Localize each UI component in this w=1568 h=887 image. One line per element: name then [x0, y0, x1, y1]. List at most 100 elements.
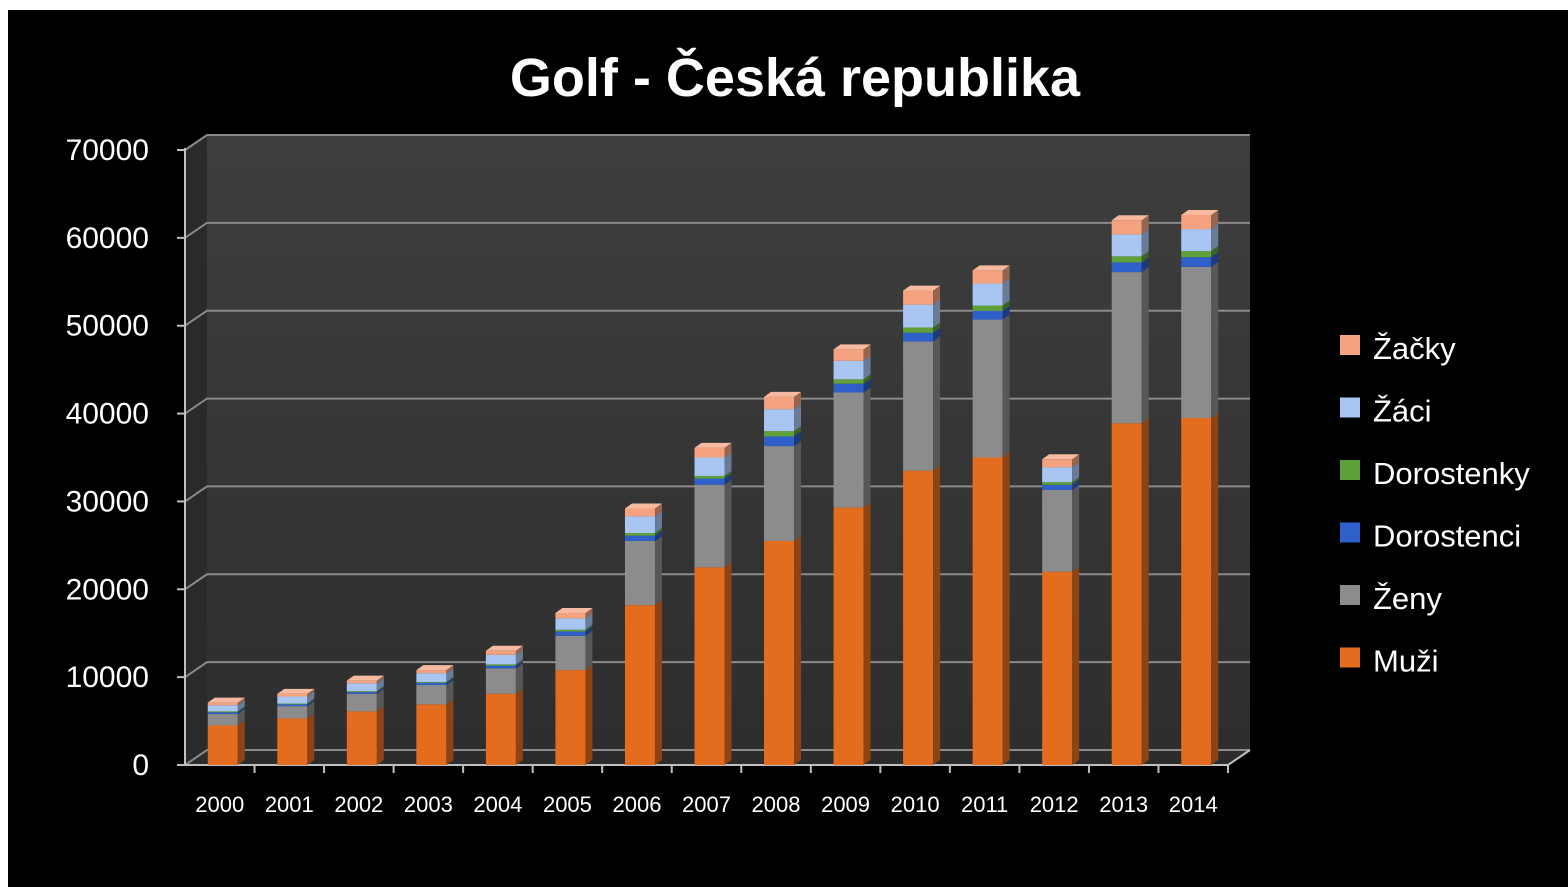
bar-segment: [903, 327, 941, 342]
bar-front: [764, 436, 795, 447]
bar-front: [346, 680, 377, 684]
bar-segment: [277, 688, 315, 697]
bar-top: [624, 503, 662, 509]
bar-side: [1072, 477, 1080, 485]
bar-side: [1141, 229, 1149, 257]
bar-segment: [1042, 485, 1080, 572]
bar-side: [724, 479, 732, 568]
bar-side: [1141, 267, 1149, 424]
bar-segment: [485, 688, 523, 765]
bar-front: [903, 327, 934, 333]
bar-side: [376, 675, 384, 684]
bar-segment: [972, 305, 1010, 320]
bar-segment: [485, 645, 523, 655]
bar-front: [694, 484, 725, 568]
bar-segment: [1111, 215, 1149, 235]
y-tick-label: 30000: [66, 485, 149, 518]
bar-segment: [1181, 246, 1219, 258]
plot-area: 0 10000 20000 30000 40000 50000 60000 70000 2000…: [66, 134, 1251, 817]
x-axis-depth-line: [1227, 749, 1251, 766]
bar-front: [346, 711, 377, 765]
bar-side: [1141, 257, 1149, 273]
bar-side: [794, 535, 802, 765]
bar-side: [515, 659, 523, 666]
bar-front: [555, 635, 586, 671]
plot-side-wall: [185, 135, 207, 765]
bar-segment: [972, 278, 1010, 306]
bar-segment: [764, 391, 802, 410]
bar-side: [307, 713, 315, 765]
bar-segment: [416, 699, 454, 765]
bar-segment: [1111, 267, 1149, 424]
bar-segment: [833, 355, 871, 380]
bar-segment: [346, 688, 384, 712]
bar-top: [207, 697, 245, 703]
bar-side: [307, 701, 315, 719]
bar-front: [624, 535, 655, 541]
bar-side: [446, 668, 454, 682]
bar-segment: [346, 706, 384, 765]
bar-front: [485, 693, 516, 765]
legend-entry: Dorostenci: [1340, 519, 1521, 554]
bar-front: [972, 319, 1003, 458]
bar-side: [585, 613, 593, 630]
bar-segment: [485, 663, 523, 694]
bar-front: [1181, 257, 1212, 267]
bar-front: [1042, 490, 1073, 572]
bar-side: [794, 426, 802, 437]
bar-side: [794, 441, 802, 541]
bar-segment: [764, 404, 802, 432]
bar-side: [933, 285, 941, 305]
bar-segment: [277, 698, 315, 705]
bar-side: [515, 660, 523, 669]
bar-segment: [694, 470, 732, 479]
bar-segment: [555, 626, 593, 636]
bar-segment: [833, 374, 871, 384]
bar-side: [1211, 412, 1219, 765]
legend-entry: Žáci: [1340, 394, 1432, 429]
bar-side: [307, 699, 315, 707]
bar-segment: [207, 706, 245, 713]
legend-entry: Muži: [1340, 644, 1438, 679]
bar-segment: [694, 442, 732, 458]
bar-segment: [485, 660, 523, 669]
bar-segment: [1111, 251, 1149, 263]
bar-side: [654, 600, 662, 765]
bar-segment: [416, 677, 454, 686]
bar-segment: [972, 265, 1010, 284]
bar-side: [376, 688, 384, 712]
bar-top: [903, 285, 941, 291]
bar-front: [416, 682, 447, 686]
bar-front: [624, 540, 655, 606]
bar-segment: [624, 503, 662, 517]
bar-side: [307, 691, 315, 704]
bar-front: [903, 470, 934, 765]
bar-segment: [1181, 252, 1219, 267]
y-tick-label: 10000: [66, 661, 149, 694]
bar-front: [624, 533, 655, 536]
legend-entry: Ženy: [1340, 581, 1442, 616]
legend-label: Dorostenci: [1373, 519, 1521, 554]
bar-side: [933, 299, 941, 328]
gridline: [184, 661, 1250, 678]
bar-front: [416, 685, 447, 705]
bar-side: [1072, 454, 1080, 468]
bar-front: [277, 718, 308, 765]
bar-front: [485, 668, 516, 694]
gridline: [184, 397, 1250, 415]
bar-front: [764, 431, 795, 437]
bar-segment: [346, 678, 384, 692]
bar-top: [1181, 210, 1219, 216]
bar-side: [446, 676, 454, 683]
bar-top: [277, 688, 315, 694]
legend-label: Ženy: [1373, 581, 1442, 616]
bar-top: [346, 675, 384, 681]
bar-side: [237, 707, 245, 715]
bar-side: [237, 720, 245, 765]
bar-front: [833, 392, 864, 508]
x-tick-label: 2007: [682, 792, 731, 817]
bar-segment: [903, 322, 941, 333]
bar-side: [863, 378, 871, 393]
y-tick-label: 40000: [66, 398, 149, 431]
bar-side: [1002, 278, 1010, 306]
